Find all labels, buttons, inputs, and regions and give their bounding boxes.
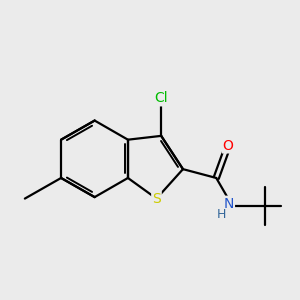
Text: N: N <box>224 196 234 211</box>
Text: Cl: Cl <box>154 92 168 106</box>
Text: S: S <box>152 192 161 206</box>
Text: O: O <box>223 139 233 153</box>
Text: H: H <box>217 208 226 221</box>
